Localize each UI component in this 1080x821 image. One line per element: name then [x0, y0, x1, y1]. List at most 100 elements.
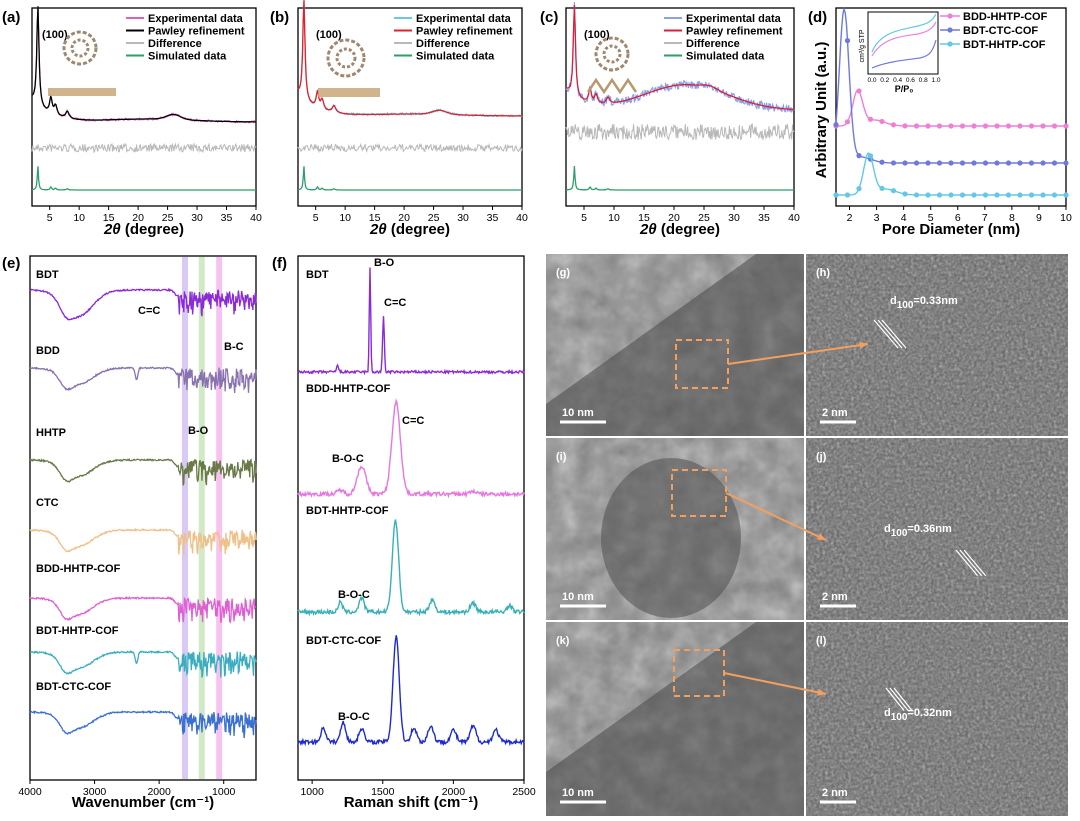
- lattice-fringe-0-1: [877, 319, 903, 349]
- panel-a-xticks: 5 10 15 20 25 30 35 40: [47, 206, 262, 224]
- psd-marker-2-6: [902, 191, 908, 197]
- panel-f-plot: BDT BDD-HHTP-COF BDT-HHTP-COF BDT-CTC-COF: [297, 267, 525, 747]
- psd-marker-2-20: [1063, 192, 1069, 198]
- psd-marker-0-5: [890, 122, 897, 128]
- panel-f-frame: [297, 255, 525, 781]
- tem-scale-label: 10 nm: [562, 591, 594, 603]
- panel-e: (e) 4000 3000 2000 1000 Wavenumber (cm⁻¹) B…: [2, 255, 257, 811]
- legend-label-2: Difference: [148, 38, 202, 50]
- psd-marker-2-14: [994, 192, 1000, 198]
- ftir-label-1: BDD: [36, 345, 60, 357]
- ftir-label-2: HHTP: [36, 427, 66, 439]
- panel-d-ylabel: Arbitrary Unit (a.u.): [813, 42, 830, 179]
- panel-c-xlabel: 2θ (degree): [639, 221, 720, 238]
- lattice-fringe-1-2: [963, 549, 987, 577]
- ftir-curve-4: [29, 595, 257, 624]
- panel-b-xlabel: 2θ (degree): [369, 221, 450, 238]
- panel-d-label: (d): [808, 9, 827, 26]
- psd-marker-2-5: [890, 188, 897, 194]
- xtick-label-0: 5: [313, 212, 319, 224]
- lattice-fringe-1-1: [959, 549, 983, 577]
- panel-a-label: (a): [2, 9, 20, 26]
- raman-curve-2: [297, 519, 525, 617]
- legend-label-0: Experimental data: [686, 13, 782, 25]
- psd-marker-0-12: [971, 123, 977, 129]
- legend-label-2: BDT-HHTP-COF: [963, 39, 1046, 51]
- inset-tick-2: 0.4: [893, 77, 902, 84]
- ftir-curve-1: [29, 366, 257, 394]
- xtick-label-4: 25: [428, 212, 440, 224]
- xtick-label-2: 15: [103, 212, 115, 224]
- pawley-curve: [31, 6, 256, 123]
- tem-d-spacing: d100=0.36nm: [884, 523, 952, 539]
- psd-marker-1-0: [833, 122, 839, 128]
- simulated-curve: [31, 166, 256, 191]
- tem-label: (l): [816, 635, 827, 647]
- xtick-label-1: 3000: [83, 786, 107, 798]
- psd-marker-1-1: [844, 38, 851, 44]
- raman-ann-bddhhtp-boc: B-O-C: [332, 453, 364, 465]
- legend-marker-0: [947, 13, 953, 19]
- psd-marker-0-17: [1028, 123, 1035, 129]
- difference-curve: [565, 123, 795, 141]
- tem-image-j: (j) 2 nm d100=0.36nm: [806, 438, 1068, 620]
- psd-marker-2-7: [913, 192, 920, 198]
- psd-marker-2-3: [867, 153, 874, 159]
- xtick-label-3: 2500: [512, 786, 536, 798]
- panel-e-xticks: 4000 3000 2000 1000: [18, 780, 236, 798]
- psd-marker-1-15: [1005, 160, 1012, 166]
- psd-marker-2-12: [971, 192, 977, 198]
- panel-e-frame: [29, 255, 257, 781]
- tem-image-i: (i) 10 nm: [546, 438, 804, 620]
- panel-e-bands: [181, 257, 223, 779]
- psd-marker-2-17: [1028, 192, 1035, 198]
- raman-label-1: BDD-HHTP-COF: [306, 383, 391, 395]
- tem-particle: [546, 622, 804, 816]
- panel-f-xlabel: Raman shift (cm⁻¹): [344, 794, 479, 811]
- pawley-curve: [297, 0, 522, 117]
- panel-a-plot: [31, 6, 257, 191]
- xtick-label-1: 3: [874, 212, 880, 224]
- panel-e-plot: BDT BDD HHTP CTC BDD-HHTP-COF BDT-HHTP-COF BDT…: [29, 269, 257, 739]
- xtick-label-7: 40: [250, 212, 262, 224]
- tem-scale-label: 10 nm: [562, 407, 594, 419]
- xtick-label-5: 30: [728, 212, 740, 224]
- experimental-curve: [565, 2, 795, 113]
- panel-c-structure-icon: [586, 36, 638, 95]
- legend-label-0: BDD-HHTP-COF: [963, 11, 1048, 23]
- legend-label-1: Pawley refinement: [686, 26, 783, 38]
- legend-label-3: Simulated data: [416, 51, 495, 63]
- psd-marker-0-8: [925, 123, 931, 129]
- psd-marker-0-4: [879, 118, 885, 125]
- psd-marker-1-2: [856, 153, 862, 159]
- xtick-label-7: 9: [1036, 212, 1042, 224]
- tem-label: (i): [556, 451, 567, 463]
- legend-label-1: Pawley refinement: [416, 26, 513, 38]
- psd-marker-1-11: [959, 160, 966, 166]
- psd-marker-1-8: [925, 160, 931, 166]
- psd-marker-1-14: [994, 160, 1000, 166]
- tem-d-value: =0.33nm: [913, 295, 958, 307]
- psd-marker-1-6: [902, 160, 908, 166]
- panel-b-structure-icon: [318, 38, 380, 97]
- psd-marker-1-13: [982, 160, 989, 166]
- inset-tick-0: 0.0: [867, 77, 876, 84]
- psd-marker-0-6: [902, 123, 908, 129]
- xtick-label-4: 25: [698, 212, 710, 224]
- xtick-label-6: 8: [1009, 212, 1015, 224]
- psd-marker-0-9: [936, 123, 943, 129]
- simulated-curve: [566, 166, 794, 191]
- xtick-label-2: 4: [901, 212, 907, 224]
- psd-marker-2-10: [948, 192, 954, 198]
- psd-marker-0-11: [959, 123, 966, 129]
- zoom-arrow-0: [727, 343, 869, 365]
- xtick-label-4: 6: [955, 212, 961, 224]
- tem-texture: [806, 254, 1068, 436]
- psd-marker-0-13: [982, 123, 989, 129]
- psd-marker-1-17: [1028, 160, 1035, 166]
- xtick-label-4: 25: [162, 212, 174, 224]
- psd-marker-1-16: [1017, 160, 1023, 166]
- tem-d-prefix: d: [884, 707, 891, 719]
